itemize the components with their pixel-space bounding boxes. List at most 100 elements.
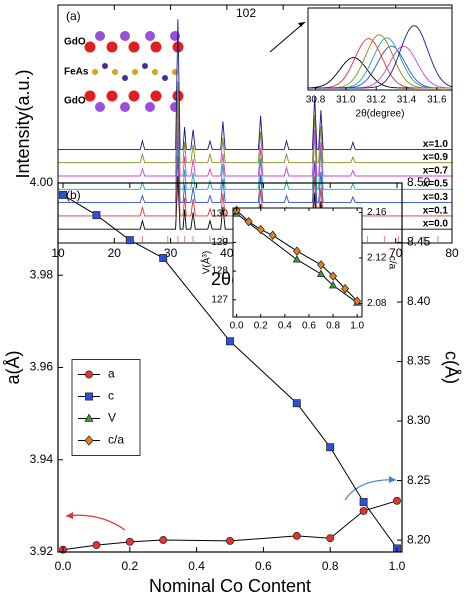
y-tick-label: 8.45 <box>407 235 431 249</box>
axis-arrow-head <box>389 476 396 483</box>
y-tick-label: 129 <box>211 237 228 248</box>
marker <box>256 224 265 235</box>
marker <box>316 269 326 277</box>
y-tick-label: 130 <box>211 208 228 219</box>
y-tick-label: 8.40 <box>407 294 431 308</box>
x-tick-label: 1.0 <box>350 321 364 332</box>
y-axis-title: Intensity(a.u.) <box>13 69 33 178</box>
x-tick-label: 31.0 <box>336 95 356 106</box>
panel-label: (a) <box>66 9 81 23</box>
x-tick-label: 31.4 <box>397 95 417 106</box>
marker <box>84 435 94 446</box>
pattern-line <box>58 122 452 190</box>
x-tick-label: 0.0 <box>55 559 72 573</box>
marker <box>292 399 301 408</box>
structure-label: GdO <box>64 96 86 107</box>
y-tick-label: 3.96 <box>30 360 54 374</box>
x-tick-label: 30 <box>164 246 178 260</box>
x-tick-label: 0.6 <box>302 321 316 332</box>
inset-background <box>308 8 452 90</box>
y-tick-label: 3.98 <box>30 267 54 281</box>
x-tick-label: 0.6 <box>255 559 272 573</box>
marker <box>159 536 168 544</box>
peak-annotation: 102 <box>236 6 256 20</box>
x-tick-label: 0.2 <box>121 559 138 573</box>
x-tick-label: 80 <box>445 246 459 260</box>
series-label: x=1.0 <box>423 139 449 150</box>
plot-frame <box>232 207 363 318</box>
marker <box>393 496 401 505</box>
zoom-arrow-head <box>298 22 305 27</box>
x-tick-label: 31.6 <box>427 95 447 106</box>
y-tick-label: 127 <box>211 294 228 305</box>
x-tick-label: 0.0 <box>230 321 244 332</box>
inset-y-title: V(Å³) <box>200 251 213 274</box>
series-label: x=0.0 <box>423 219 449 230</box>
pattern-line <box>58 81 452 164</box>
marker <box>359 498 368 506</box>
x-tick-label: 0.4 <box>278 321 292 332</box>
x-tick-label: 0.4 <box>188 559 205 573</box>
structure-icon <box>84 31 184 112</box>
x-axis-title: Nominal Co Content <box>149 576 311 596</box>
marker <box>92 211 101 220</box>
y-tick-label: 128 <box>211 266 228 277</box>
y2-axis-title: c(Å) <box>441 351 461 384</box>
marker <box>59 190 67 199</box>
legend-label: c/a <box>108 433 124 447</box>
series-label: x=0.7 <box>423 165 449 176</box>
legend-label: a <box>108 367 115 381</box>
peak-profile <box>308 25 453 89</box>
y-tick-label: 2.08 <box>367 298 387 309</box>
marker <box>92 541 101 550</box>
marker <box>85 370 93 379</box>
marker <box>125 236 134 245</box>
marker <box>326 443 335 452</box>
marker <box>292 531 301 540</box>
legend-label: c <box>108 389 114 403</box>
x-tick-label: 20 <box>108 246 122 260</box>
marker <box>317 260 325 270</box>
zoom-arrow <box>269 21 306 53</box>
marker <box>226 536 234 545</box>
series-label: x=0.5 <box>423 179 449 190</box>
axis-arrow-head <box>66 512 73 519</box>
marker <box>292 255 302 263</box>
x-tick-label: 30.8 <box>306 95 326 106</box>
x-tick-label: 31.2 <box>366 95 386 106</box>
axis-arrow <box>65 514 126 531</box>
x-tick-label: 70 <box>389 246 403 260</box>
axis-arrow <box>344 479 397 501</box>
x-tick-label: 40 <box>220 246 234 260</box>
marker <box>85 392 93 401</box>
y-tick-label: 8.30 <box>407 413 431 427</box>
marker <box>353 296 362 306</box>
inset-x-title: 2θ(degree) <box>356 109 405 120</box>
x-tick-label: 0.8 <box>322 559 339 573</box>
marker <box>328 280 338 289</box>
marker <box>359 506 368 515</box>
series-label: x=0.1 <box>423 205 449 216</box>
y-axis-title: a(Å) <box>3 350 23 384</box>
marker <box>159 254 168 262</box>
y-tick-label: 8.35 <box>407 354 431 368</box>
y-tick-label: 8.20 <box>407 532 431 546</box>
structure-label: FeAs <box>64 67 89 78</box>
marker <box>226 337 234 346</box>
inset-y2-title: c/a <box>386 256 397 270</box>
marker <box>292 246 301 256</box>
y-tick-label: 3.94 <box>30 452 54 466</box>
y-tick-label: 2.12 <box>367 253 387 264</box>
panel-label: (b) <box>66 188 81 202</box>
x-tick-label: 0.8 <box>326 321 340 332</box>
pattern-line <box>58 135 452 204</box>
y-tick-label: 4.00 <box>30 175 54 189</box>
plot-frame <box>307 7 453 91</box>
y-tick-label: 8.25 <box>407 473 431 487</box>
series-label: x=0.9 <box>423 152 449 163</box>
pattern-line <box>58 155 452 217</box>
legend-box <box>71 359 141 456</box>
marker <box>84 413 94 422</box>
y-tick-label: 3.92 <box>30 544 54 558</box>
